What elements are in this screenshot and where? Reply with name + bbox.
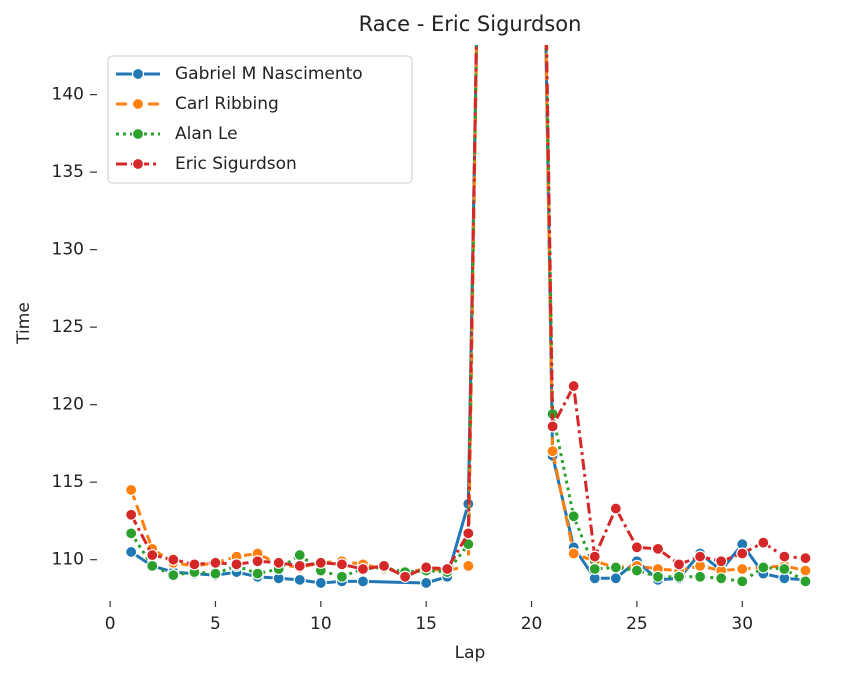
- data-point: [630, 564, 643, 577]
- data-point: [272, 556, 285, 569]
- data-point: [799, 564, 812, 577]
- y-axis-label: Time: [14, 302, 34, 345]
- data-point: [125, 508, 138, 521]
- data-point: [715, 555, 728, 568]
- data-point: [125, 527, 138, 540]
- y-tick-label: 130: [52, 240, 84, 260]
- x-tick-label: 5: [210, 614, 221, 634]
- legend-marker: [131, 127, 145, 141]
- data-point: [778, 562, 791, 576]
- data-point: [736, 575, 749, 588]
- data-point: [694, 570, 707, 583]
- data-point: [757, 536, 770, 549]
- legend-label: Eric Sigurdson: [175, 154, 297, 174]
- data-point: [125, 545, 138, 559]
- legend-label: Alan Le: [175, 124, 238, 144]
- data-point: [567, 379, 580, 393]
- y-tick-label: 135: [52, 162, 84, 182]
- data-point: [778, 550, 791, 563]
- data-point: [377, 559, 391, 572]
- y-tick-label: 125: [52, 317, 84, 337]
- x-tick-label: 10: [310, 614, 332, 634]
- data-point: [567, 510, 580, 523]
- data-point: [694, 550, 707, 563]
- data-point: [399, 570, 412, 583]
- data-point: [125, 483, 138, 497]
- data-point: [757, 561, 770, 574]
- chart-title: Race - Eric Sigurdson: [359, 12, 582, 36]
- y-tick-label: 110: [52, 550, 84, 570]
- x-tick-label: 30: [731, 614, 753, 634]
- data-point: [167, 569, 180, 582]
- legend-marker: [131, 157, 145, 171]
- data-point: [609, 502, 622, 515]
- legend-label: Gabriel M Nascimento: [175, 64, 363, 84]
- data-point: [420, 576, 433, 590]
- x-tick-label: 25: [626, 614, 648, 634]
- data-point: [651, 570, 665, 583]
- data-point: [188, 558, 201, 571]
- data-point: [167, 553, 180, 566]
- data-point: [715, 572, 728, 585]
- data-point: [314, 576, 327, 590]
- data-point: [609, 572, 622, 585]
- x-tick-label: 0: [105, 614, 116, 634]
- legend-frame: [107, 55, 413, 184]
- y-tick-label: 140: [52, 85, 84, 105]
- data-point: [441, 562, 454, 576]
- data-point: [146, 559, 159, 572]
- y-tick-label: 115: [52, 472, 84, 492]
- data-point: [293, 548, 306, 562]
- data-point: [462, 527, 475, 540]
- y-tick-label: 120: [52, 395, 84, 415]
- data-point: [588, 550, 601, 563]
- plot-area: [125, 45, 812, 590]
- data-point: [335, 558, 348, 571]
- data-point: [251, 567, 264, 580]
- x-tick-label: 20: [521, 614, 543, 634]
- data-point: [651, 542, 665, 555]
- data-point: [609, 561, 622, 574]
- data-point: [736, 562, 749, 576]
- data-point: [736, 547, 749, 560]
- data-point: [799, 552, 812, 565]
- legend-marker: [131, 97, 145, 111]
- data-point: [146, 548, 159, 562]
- data-point: [356, 562, 370, 576]
- data-point: [462, 559, 475, 572]
- data-point: [630, 541, 643, 554]
- data-point: [356, 575, 370, 588]
- data-point: [251, 555, 264, 568]
- x-tick-label: 15: [415, 614, 437, 634]
- data-point: [314, 556, 327, 569]
- data-point: [567, 547, 580, 560]
- legend: Gabriel M Nascimento Carl Ribbing Alan Le E…: [107, 55, 413, 184]
- legend-label: Carl Ribbing: [175, 94, 279, 114]
- data-point: [335, 570, 348, 583]
- data-point: [230, 558, 243, 571]
- data-point: [420, 561, 433, 574]
- data-point: [293, 573, 306, 586]
- data-point: [672, 570, 686, 583]
- data-point: [293, 559, 306, 572]
- x-axis-label: Lap: [455, 643, 486, 663]
- data-point: [672, 558, 686, 571]
- data-point: [588, 562, 601, 576]
- data-point: [546, 420, 559, 433]
- data-point: [799, 575, 812, 588]
- data-point: [209, 567, 222, 580]
- legend-marker: [131, 67, 145, 81]
- data-point: [209, 556, 222, 569]
- data-point: [546, 445, 559, 458]
